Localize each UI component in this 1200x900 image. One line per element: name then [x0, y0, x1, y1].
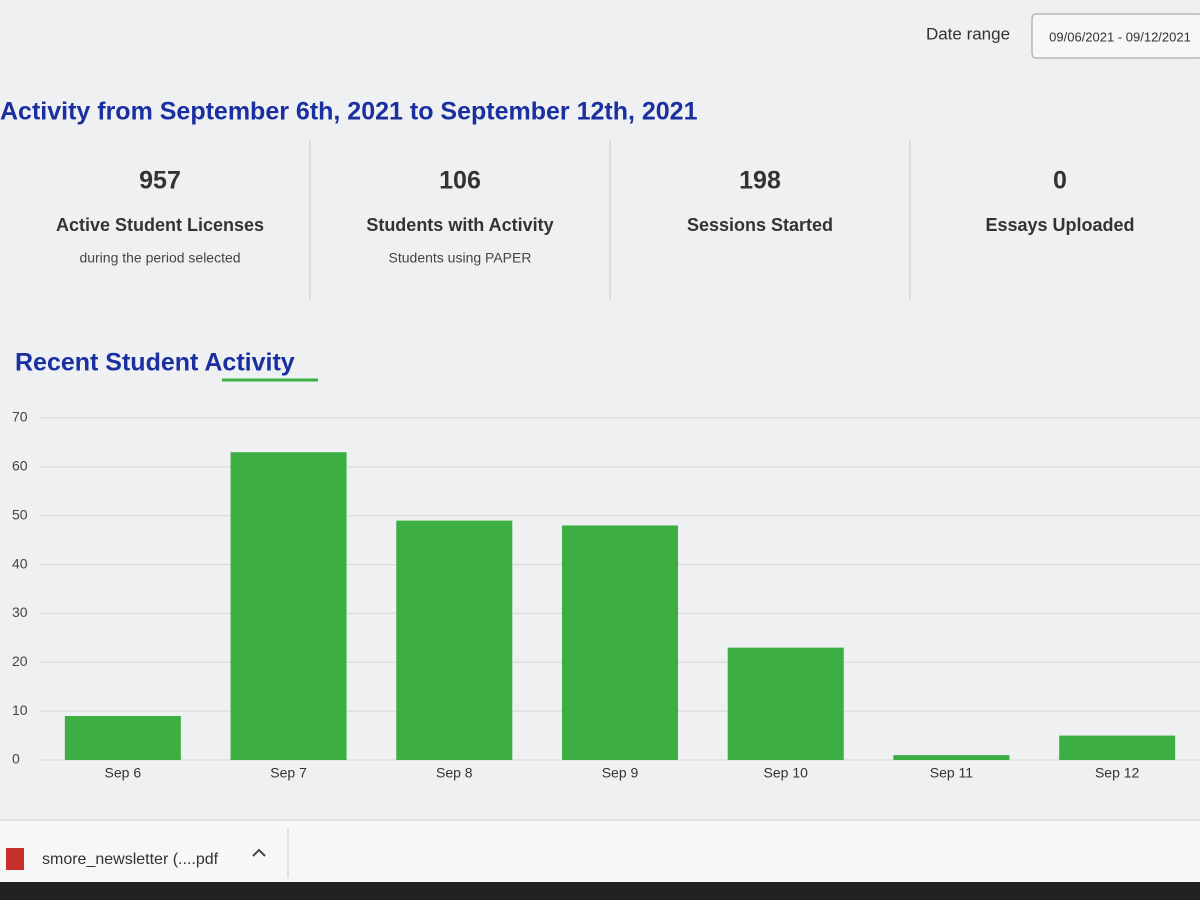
stat-value: 106 — [439, 167, 481, 195]
download-file-name[interactable]: smore_newsletter (....pdf — [42, 851, 219, 868]
bar-chart: 0 10 20 30 40 50 60 70 Sep 6 Sep 7 Sep 8 Sep 9 Sep 1… — [12, 409, 1200, 781]
stat-value: 0 — [1053, 167, 1067, 195]
stat-label: Sessions Started — [687, 215, 833, 235]
y-tick-label: 70 — [12, 409, 28, 425]
y-tick-label: 50 — [12, 506, 28, 522]
y-tick-label: 20 — [12, 653, 28, 669]
stat-label: Active Student Licenses — [56, 215, 264, 235]
bar — [396, 520, 513, 760]
pdf-icon — [6, 848, 24, 870]
download-menu-arrow[interactable] — [252, 848, 266, 857]
stat-value: 198 — [739, 167, 781, 195]
bar — [562, 525, 678, 760]
x-tick-label: Sep 11 — [930, 765, 974, 781]
stat-sublabel: during the period selected — [79, 250, 240, 266]
page-title: Activity from September 6th, 2021 to Sep… — [0, 98, 698, 126]
date-range-value: 09/06/2021 - 09/12/2021 — [1049, 29, 1191, 44]
stats: 957 Active Student Licenses during the per… — [56, 140, 1135, 300]
y-tick-label: 0 — [12, 751, 20, 767]
y-tick-label: 40 — [12, 555, 28, 571]
y-tick-label: 60 — [12, 458, 28, 474]
stat-label: Students with Activity — [366, 215, 553, 235]
stat-sublabel: Students using PAPER — [389, 250, 532, 266]
bar — [727, 647, 844, 760]
x-tick-label: Sep 10 — [764, 765, 809, 781]
stat-label: Essays Uploaded — [985, 215, 1134, 235]
date-range-label: Date range — [926, 24, 1010, 43]
bar — [1059, 735, 1176, 760]
bar — [230, 452, 347, 760]
date-range-input[interactable] — [1031, 13, 1200, 59]
x-tick-label: Sep 9 — [602, 765, 639, 781]
bar — [893, 755, 1010, 760]
screen-bezel — [0, 882, 1200, 900]
x-tick-label: Sep 12 — [1095, 765, 1140, 781]
x-tick-label: Sep 8 — [436, 765, 473, 781]
y-tick-label: 30 — [12, 604, 28, 620]
x-tick-label: Sep 6 — [105, 765, 142, 781]
bar — [64, 716, 181, 760]
y-tick-label: 10 — [12, 702, 28, 718]
stat-value: 957 — [139, 167, 181, 195]
x-tick-label: Sep 7 — [270, 765, 307, 781]
chart-title: Recent Student Activity — [15, 349, 295, 377]
download-bar — [0, 820, 1200, 882]
